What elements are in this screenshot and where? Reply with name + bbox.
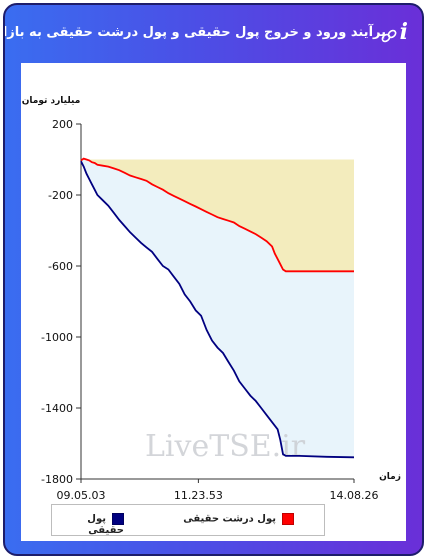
y-tick-label: -1000 xyxy=(41,331,73,344)
y-tick-label: -1800 xyxy=(41,473,73,486)
widget-frame: i برآیند ورود و خروج پول حقیقی و پول درش… xyxy=(3,3,424,556)
series-line-real xyxy=(80,160,355,459)
legend-label-real: پول حقیقی xyxy=(87,513,124,537)
legend-label-big-real: پول درشت حقیقی xyxy=(183,513,276,525)
chain-link-icon[interactable] xyxy=(381,29,397,43)
y-tick-label: -1400 xyxy=(41,402,73,415)
chart-legend: پول حقیقی پول درشت حقیقی xyxy=(51,504,325,536)
x-axis-label: زمان xyxy=(379,472,401,482)
y-tick-label: -200 xyxy=(48,189,73,202)
legend-swatch-big-real xyxy=(282,513,294,525)
series-line-big-real xyxy=(80,157,354,273)
x-tick-label: 09.05.03 xyxy=(57,489,106,502)
y-tick-label: -600 xyxy=(48,260,73,273)
legend-swatch-real xyxy=(112,513,124,525)
area-fill-real xyxy=(81,158,354,458)
widget-title: برآیند ورود و خروج پول حقیقی و پول درشت … xyxy=(3,25,386,40)
chart-panel: LiveTSE.ir 200 -200 -600 -1000 -1400 -1800 09.0… xyxy=(21,63,406,541)
chart-canvas: LiveTSE.ir200-200-600-1000-1400-180009.0… xyxy=(22,96,401,502)
y-axis-label: میلیارد تومان xyxy=(22,96,81,106)
y-tick-label: 200 xyxy=(52,118,73,131)
legend-item-real[interactable]: پول حقیقی xyxy=(52,513,124,536)
x-tick-label: 14.08.26 xyxy=(330,489,379,502)
legend-item-big-real[interactable]: پول درشت حقیقی xyxy=(183,513,294,527)
info-icon[interactable]: i xyxy=(399,19,408,45)
x-tick-label: 11.23.53 xyxy=(174,489,223,502)
widget-header: i برآیند ورود و خروج پول حقیقی و پول درش… xyxy=(5,5,422,61)
area-fill-big-real xyxy=(81,158,354,272)
